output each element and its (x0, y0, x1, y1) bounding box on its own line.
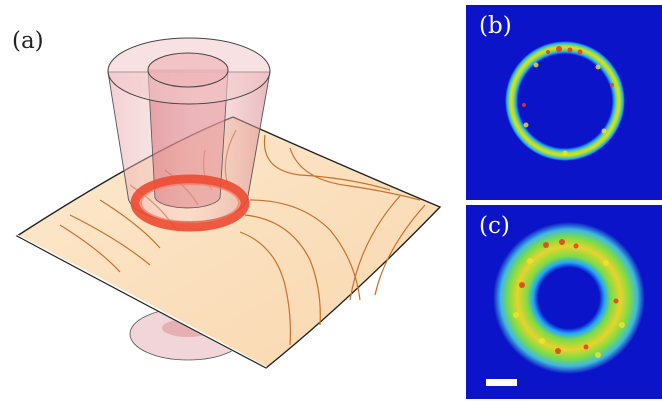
panel-b: (b) (466, 5, 662, 200)
panel-c: (c) (466, 205, 662, 399)
panel-label-c: (c) (479, 213, 510, 239)
panel-a: (a) (12, 28, 442, 370)
scale-bar (486, 379, 517, 386)
intensity-image-thick-ring (466, 205, 662, 399)
intensity-image-thin-ring (466, 5, 662, 200)
schematic-illustration (15, 37, 442, 370)
focal-ring (130, 174, 250, 232)
panel-label-b: (b) (479, 13, 512, 39)
panel-label-a: (a) (12, 28, 44, 54)
